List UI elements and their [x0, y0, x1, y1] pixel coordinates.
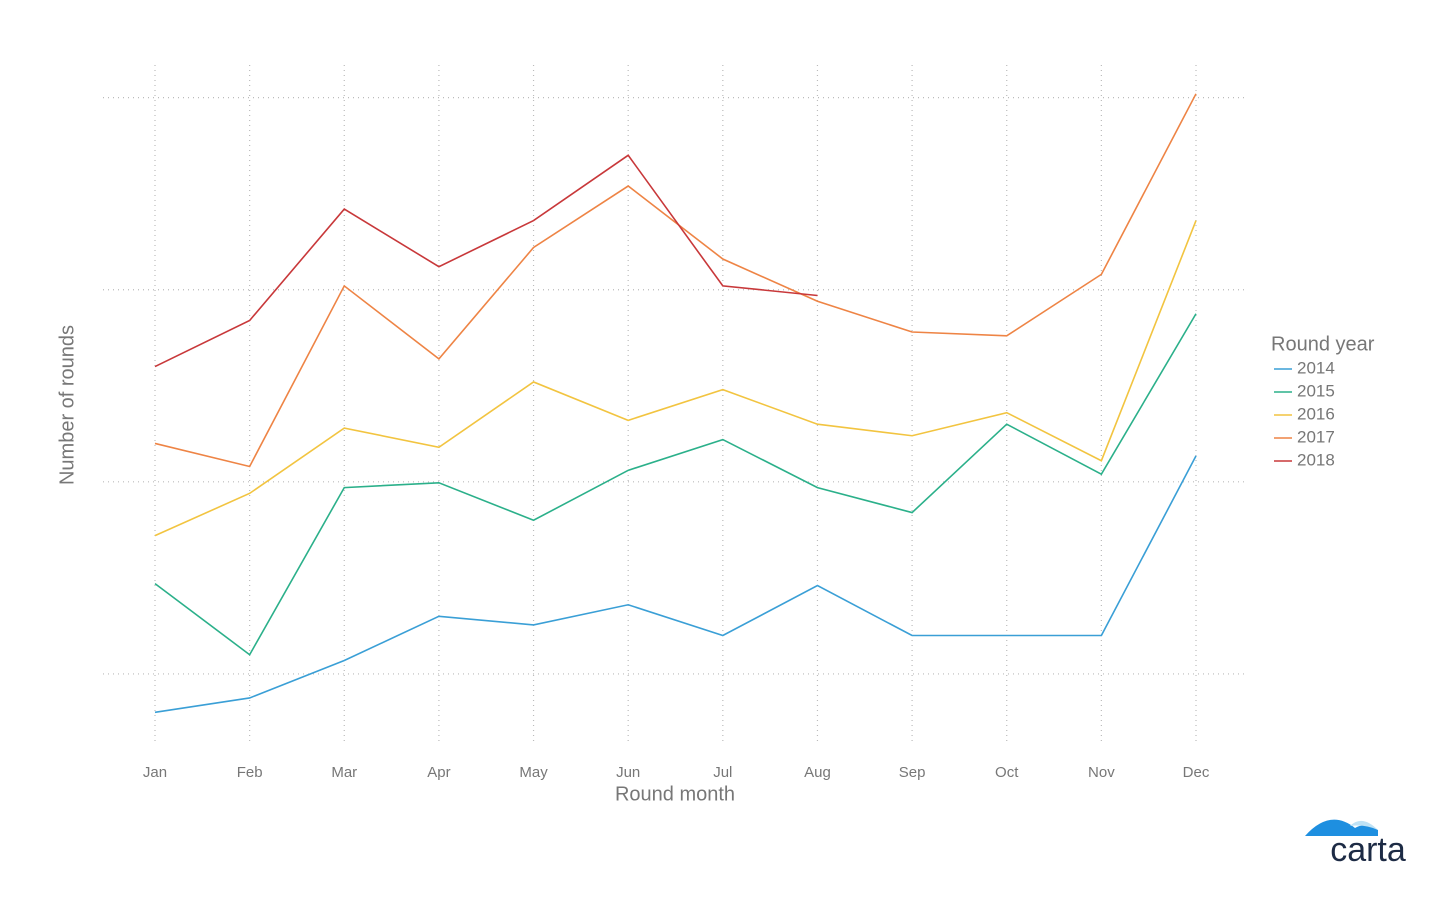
x-tick-label: Nov	[1088, 764, 1115, 781]
legend-label: 2014	[1297, 358, 1335, 377]
x-tick-label: Aug	[804, 764, 831, 781]
logo: carta	[1305, 819, 1406, 869]
legend-label: 2018	[1297, 450, 1335, 469]
x-tick-label: Mar	[331, 764, 357, 781]
x-tick-label: Jan	[143, 764, 167, 781]
series-line	[154, 220, 1197, 537]
legend-title: Round year	[1271, 333, 1375, 355]
series-line	[154, 93, 1197, 468]
logo-text: carta	[1330, 831, 1406, 869]
legend-label: 2017	[1297, 427, 1335, 446]
x-tick-label: Jul	[713, 764, 732, 781]
x-tick-label: Oct	[995, 764, 1019, 781]
logo-mark	[1305, 819, 1378, 836]
legend-label: 2015	[1297, 381, 1335, 400]
x-tick-label: May	[519, 764, 548, 781]
series-line	[154, 154, 818, 368]
series-line	[154, 313, 1197, 656]
x-tick-label: Dec	[1183, 764, 1210, 781]
x-axis-title: Round month	[615, 783, 735, 805]
legend-label: 2016	[1297, 404, 1335, 423]
x-tick-label: Feb	[237, 764, 263, 781]
x-tick-label: Jun	[616, 764, 640, 781]
x-tick-label: Sep	[899, 764, 926, 781]
series-line	[154, 455, 1197, 714]
x-tick-label: Apr	[427, 764, 450, 781]
y-axis-title: Number of rounds	[56, 325, 78, 485]
logo-mark-light	[1350, 820, 1378, 830]
